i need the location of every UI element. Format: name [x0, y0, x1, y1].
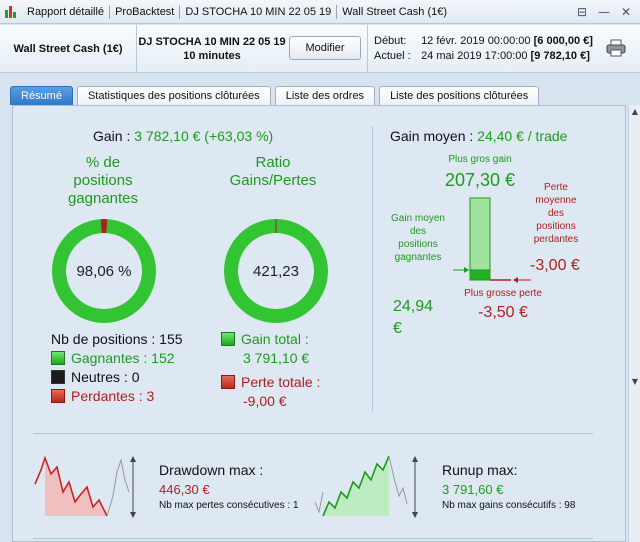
scroll-up-icon[interactable]: ▲ [631, 107, 639, 116]
ratio-title-line: Ratio [255, 154, 291, 171]
avg-gain-label: Gain moyen : [390, 128, 474, 144]
winning-pct-title-line: positions [73, 172, 133, 189]
drawdown-chart [34, 455, 136, 518]
breadcrumb-probacktest[interactable]: ProBacktest [115, 5, 175, 18]
summary-panel: Gain : 3 782,10 € (+63,03 %) % de positi… [12, 105, 626, 542]
restore-icon[interactable]: ⊟ [576, 5, 588, 19]
runup-title: Runup max: [442, 462, 518, 478]
current-date: 24 mai 2019 17:00:00 [421, 50, 528, 62]
ratio-title-line: Gains/Pertes [229, 172, 317, 189]
drawdown-value: 446,30 € [159, 482, 210, 497]
largest-loss-label: Plus grosse perte [464, 288, 542, 299]
close-icon[interactable]: ✕ [620, 5, 632, 19]
instrument-name: Wall Street Cash (1€) [13, 43, 123, 55]
gain-range-bar [453, 197, 531, 283]
strategy-name: DJ STOCHA 10 MIN 22 05 19 [138, 36, 286, 48]
app-chart-icon [4, 5, 18, 19]
vertical-scrollbar[interactable]: ▲ ▼ [628, 105, 640, 542]
avg-loss-value: -3,00 € [530, 257, 580, 274]
avg-win-label: Gain moyen des positions gagnantes [381, 212, 455, 264]
loss-total-swatch [221, 375, 235, 389]
loss-total-label: Perte totale : [241, 374, 321, 390]
winning-pct-donut: 98,06 % [52, 219, 156, 323]
avg-win-value: 24,94 € [393, 298, 434, 337]
neutral-count: Neutres : 0 [71, 369, 140, 385]
winning-pct-title-line: % de [85, 154, 121, 171]
avg-win-label-line: gagnantes [394, 252, 442, 263]
scroll-down-icon[interactable]: ▼ [631, 377, 639, 386]
winning-pct-title-line: gagnantes [67, 190, 139, 207]
gain-total-label: Gain total : [241, 331, 309, 347]
gain-value: 3 782,10 € (+63,03 %) [134, 128, 274, 144]
date-range: Début: 12 févr. 2019 00:00:00 [6 000,00 … [374, 25, 604, 73]
nb-positions: Nb de positions : 155 [51, 331, 183, 347]
loss-total-value: -9,00 € [243, 393, 287, 409]
avg-loss-label-line: Perte [544, 182, 568, 193]
avg-loss-label: Perte moyenne des positions perdantes [526, 181, 586, 246]
strategy-timeframe: 10 minutes [183, 50, 241, 62]
minimize-icon[interactable]: — [598, 5, 610, 19]
losers-count: Perdantes : 3 [71, 388, 155, 404]
drawdown-title: Drawdown max : [159, 462, 264, 478]
avg-win-label-line: positions [398, 239, 438, 250]
avg-gain-value: 24,40 € / trade [477, 128, 568, 144]
print-icon[interactable] [606, 39, 626, 57]
breadcrumb-report[interactable]: Rapport détaillé [27, 5, 105, 18]
report-header: Wall Street Cash (1€) DJ STOCHA 10 MIN 2… [0, 25, 640, 73]
avg-gain-line: Gain moyen : 24,40 € / trade [390, 128, 567, 144]
avg-loss-label-line: perdantes [533, 234, 579, 245]
tab-closed-stats[interactable]: Statistiques des positions clôturées [76, 86, 271, 105]
gain-label: Gain : [93, 128, 131, 144]
drawdown-sub: Nb max pertes consécutives : 1 [159, 500, 299, 511]
tab-summary[interactable]: Résumé [10, 86, 73, 105]
largest-gain-value: 207,30 € [444, 170, 516, 190]
ratio-value: 421,23 [238, 233, 314, 309]
largest-loss-value: -3,50 € [478, 304, 528, 321]
winning-pct-value: 98,06 % [66, 233, 142, 309]
tab-bar: Résumé Statistiques des positions clôtur… [10, 86, 540, 106]
gain-loss-totals: Gain total : 3 791,10 € Perte totale : -… [221, 330, 320, 411]
current-label: Actuel : [374, 50, 411, 62]
avg-loss-label-line: des [547, 208, 565, 219]
start-label: Début: [374, 35, 407, 47]
winners-swatch [51, 351, 65, 365]
avg-win-label-line: des [409, 226, 427, 237]
title-bar: Rapport détaillé ProBacktest DJ STOCHA 1… [0, 0, 640, 24]
breadcrumb-strategy[interactable]: DJ STOCHA 10 MIN 22 05 19 [185, 5, 332, 18]
avg-loss-label-line: positions [536, 221, 576, 232]
gain-total-value: 3 791,10 € [243, 350, 310, 366]
current-capital: [9 782,10 €] [530, 50, 590, 62]
ratio-donut: 421,23 [224, 219, 328, 323]
modify-button[interactable]: Modifier [289, 36, 361, 60]
winning-pct-title: % de positions gagnantes [53, 154, 153, 208]
runup-value: 3 791,60 € [442, 482, 504, 497]
gain-line: Gain : 3 782,10 € (+63,03 %) [93, 128, 273, 144]
runup-chart [314, 455, 418, 518]
avg-loss-label-line: moyenne [535, 195, 577, 206]
ratio-title: Ratio Gains/Pertes [213, 154, 333, 190]
losers-swatch [51, 389, 65, 403]
start-capital: [6 000,00 €] [533, 35, 593, 47]
strategy-info: DJ STOCHA 10 MIN 22 05 19 10 minutes [137, 25, 287, 73]
runup-sub: Nb max gains consécutifs : 98 [442, 500, 576, 511]
gain-total-swatch [221, 332, 235, 346]
winners-count: Gagnantes : 152 [71, 350, 175, 366]
tab-orders[interactable]: Liste des ordres [274, 86, 376, 105]
neutral-swatch [51, 370, 65, 384]
positions-breakdown: Nb de positions : 155 Gagnantes : 152 Ne… [51, 330, 183, 406]
tab-closed-positions[interactable]: Liste des positions clôturées [379, 86, 540, 105]
start-date: 12 févr. 2019 00:00:00 [421, 35, 531, 47]
avg-win-label-line: Gain moyen [391, 213, 445, 224]
largest-gain-label: Plus gros gain [448, 154, 512, 165]
breadcrumb-instrument[interactable]: Wall Street Cash (1€) [342, 5, 448, 18]
